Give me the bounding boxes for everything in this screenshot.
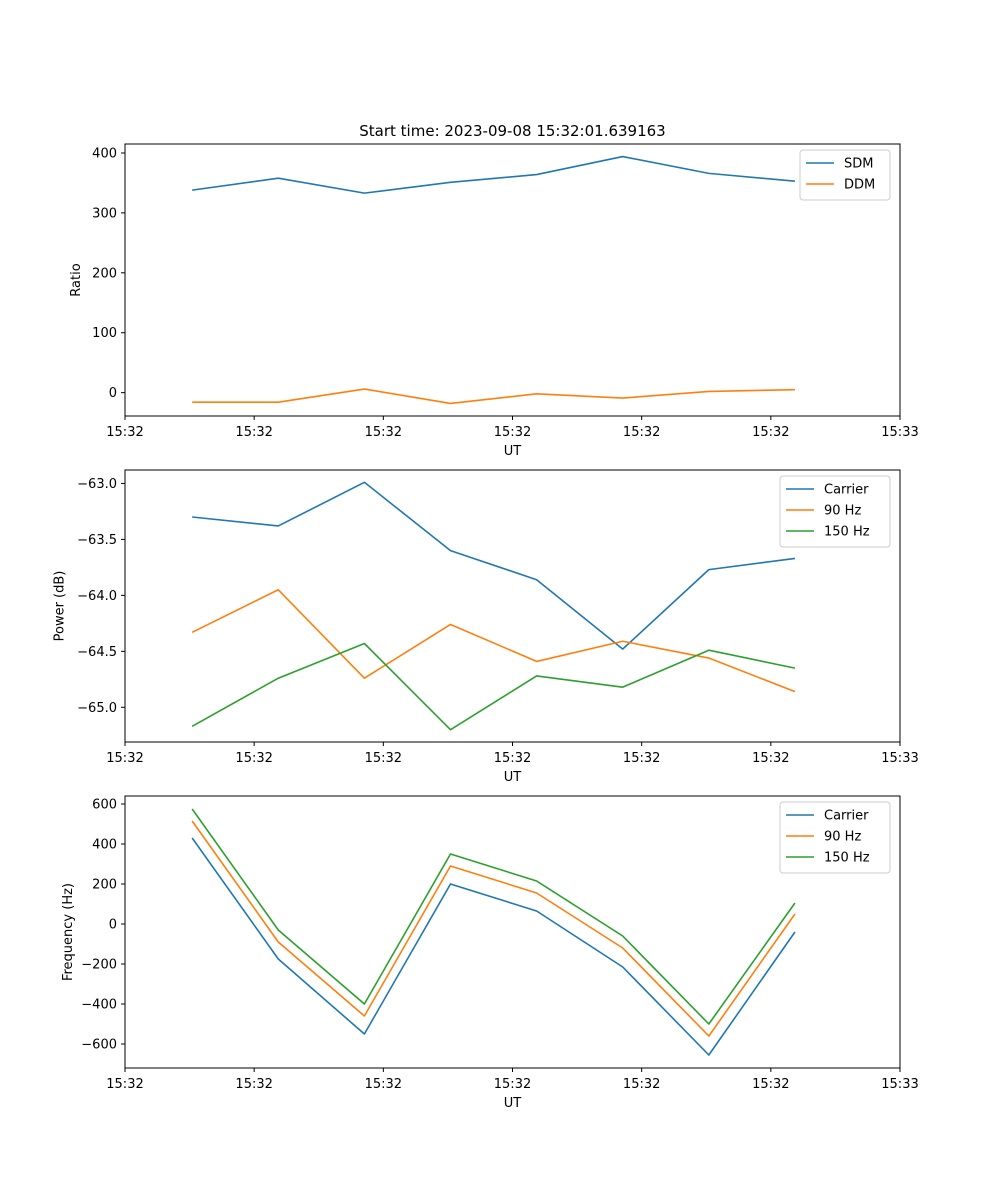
x-tick-label: 15:32 <box>235 751 272 766</box>
y-tick-label: −64.5 <box>77 645 117 660</box>
subplot-2: 15:32 15:32 15:32 15:32 15:32 15:32 15:33 UT −65… <box>53 469 919 785</box>
legend: Carrier 90 Hz 150 Hz <box>779 475 891 548</box>
y-tick-label: −400 <box>81 998 117 1013</box>
x-tick-label: 15:32 <box>106 1077 143 1092</box>
y-tick-label: 200 <box>92 266 117 281</box>
x-tick-label: 15:32 <box>235 1077 272 1092</box>
y-axis-label: Frequency (Hz) <box>61 883 76 981</box>
legend: SDM DDM <box>799 149 891 201</box>
x-tick-label: 15:32 <box>623 751 660 766</box>
legend-label: SDM <box>844 157 873 172</box>
y-tick-label: −63.5 <box>77 533 117 548</box>
y-tick-label: −600 <box>81 1038 117 1053</box>
x-tick-label: 15:32 <box>752 751 789 766</box>
legend-label: DDM <box>844 178 875 193</box>
y-tick-label: −64.0 <box>77 589 117 604</box>
y-tick-label: 0 <box>109 918 117 933</box>
x-tick-label: 15:32 <box>494 425 531 440</box>
x-axis-label: UT <box>504 770 522 785</box>
series-line-sdm <box>192 155 796 194</box>
legend-label: 90 Hz <box>824 830 861 845</box>
x-tick-label: 15:33 <box>881 1077 918 1092</box>
x-tick-label: 15:32 <box>365 751 402 766</box>
subplot-1: 15:32 15:32 15:32 15:32 15:32 15:32 15:33 UT 0 10… <box>69 143 919 459</box>
subplot-3: 15:32 15:32 15:32 15:32 15:32 15:32 15:33 UT −60… <box>61 795 919 1111</box>
legend-label: 150 Hz <box>824 851 870 866</box>
x-tick-label: 15:32 <box>106 425 143 440</box>
x-axis-label: UT <box>504 444 522 459</box>
x-tick-label: 15:33 <box>881 751 918 766</box>
x-tick-label: 15:32 <box>623 1077 660 1092</box>
series-line-ddm <box>192 388 795 405</box>
x-tick-label: 15:32 <box>494 751 531 766</box>
y-tick-label: −200 <box>81 958 117 973</box>
y-tick-label: −63.0 <box>77 477 117 492</box>
legend-label: Carrier <box>824 483 869 498</box>
x-tick-label: 15:32 <box>365 1077 402 1092</box>
y-tick-label: 300 <box>92 206 117 221</box>
x-tick-label: 15:32 <box>752 1077 789 1092</box>
y-tick-label: 0 <box>109 386 117 401</box>
legend-label: Carrier <box>824 809 869 824</box>
x-tick-label: 15:32 <box>494 1077 531 1092</box>
x-tick-label: 15:32 <box>623 425 660 440</box>
legend: Carrier 90 Hz 150 Hz <box>779 801 891 874</box>
y-axis-label: Ratio <box>69 263 84 296</box>
y-tick-label: 200 <box>92 878 117 893</box>
x-tick-label: 15:32 <box>752 425 789 440</box>
x-tick-label: 15:32 <box>106 751 143 766</box>
x-tick-label: 15:32 <box>235 425 272 440</box>
figure-title: Start time: 2023-09-08 15:32:01.639163 <box>359 122 665 140</box>
series-line-150-hz <box>191 808 796 1025</box>
legend-label: 150 Hz <box>824 525 870 540</box>
y-tick-label: 400 <box>92 146 117 161</box>
y-tick-label: 100 <box>92 326 117 341</box>
legend-box <box>779 801 891 874</box>
x-tick-label: 15:32 <box>365 425 402 440</box>
y-tick-label: 400 <box>92 838 117 853</box>
subplots: 15:32 15:32 15:32 15:32 15:32 15:32 15:33 UT 0 10… <box>53 143 919 1111</box>
x-axis-label: UT <box>504 1096 522 1111</box>
legend-label: 90 Hz <box>824 504 861 519</box>
series-line-90-hz <box>191 588 796 693</box>
series-line-90-hz <box>191 820 796 1037</box>
y-axis-label: Power (dB) <box>53 571 68 642</box>
series-line-carrier <box>191 837 796 1056</box>
series-line-150-hz <box>191 642 796 731</box>
legend-box <box>779 475 891 548</box>
y-tick-label: −65.0 <box>77 701 117 716</box>
x-tick-label: 15:33 <box>881 425 918 440</box>
y-tick-label: 600 <box>92 798 117 813</box>
series-line-carrier <box>192 481 796 650</box>
